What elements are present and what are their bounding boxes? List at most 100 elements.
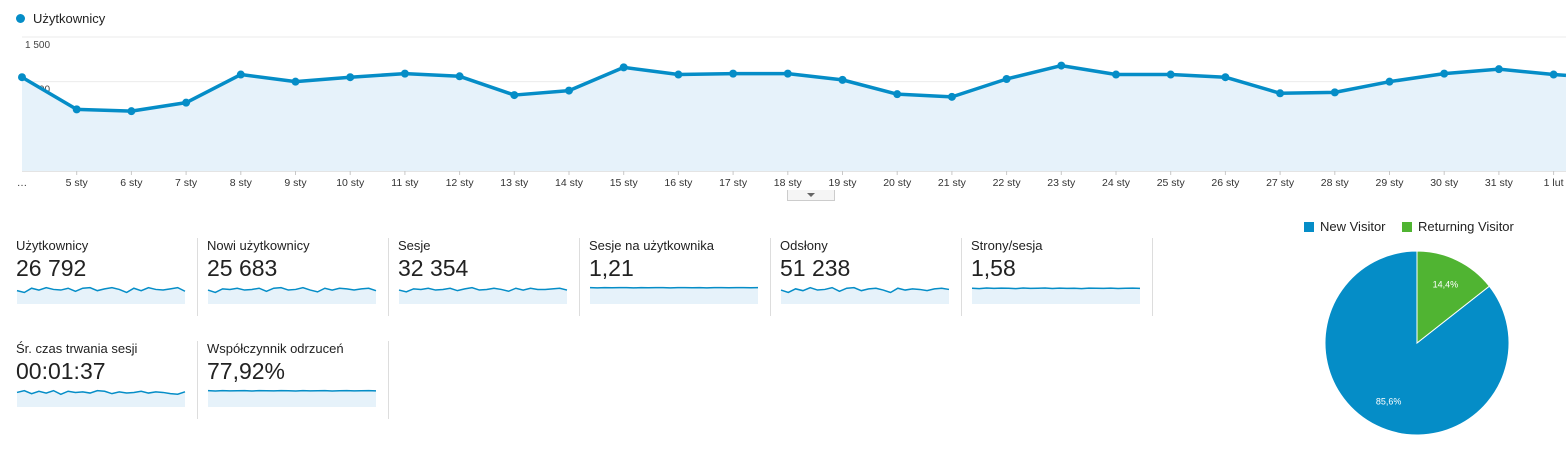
x-tick-label: 12 sty bbox=[446, 177, 475, 189]
data-point bbox=[1002, 74, 1011, 83]
data-point bbox=[291, 77, 300, 86]
metric-divider bbox=[388, 238, 389, 316]
metric-tile[interactable]: Współczynnik odrzuceń 77,92% bbox=[207, 341, 397, 419]
data-point bbox=[182, 98, 191, 107]
metric-tile[interactable]: Sesje na użytkownika 1,21 bbox=[589, 238, 779, 316]
x-tick-label: 6 sty bbox=[120, 177, 143, 189]
metric-divider bbox=[197, 341, 198, 419]
metric-divider bbox=[961, 238, 962, 316]
metric-divider bbox=[770, 238, 771, 316]
data-point bbox=[947, 92, 956, 101]
x-tick-label: 16 sty bbox=[664, 177, 693, 189]
data-point bbox=[893, 90, 902, 99]
data-point bbox=[674, 70, 683, 79]
pie-legend-label: Returning Visitor bbox=[1418, 219, 1514, 234]
x-tick-label: 17 sty bbox=[719, 177, 748, 189]
pie-legend-returning-visitor[interactable]: Returning Visitor bbox=[1402, 219, 1514, 234]
data-point bbox=[1549, 70, 1558, 79]
sparkline-line bbox=[971, 287, 1141, 290]
metric-divider bbox=[579, 238, 580, 316]
x-tick-label: 14 sty bbox=[555, 177, 584, 189]
metric-sparkline bbox=[780, 286, 950, 304]
metric-sparkline bbox=[398, 286, 568, 304]
data-point bbox=[1440, 69, 1449, 78]
metric-sparkline bbox=[589, 286, 759, 304]
chart-legend[interactable]: Użytkownicy bbox=[16, 11, 105, 26]
pie-slice-label: 85,6% bbox=[1376, 396, 1402, 406]
x-tick-label: 10 sty bbox=[336, 177, 365, 189]
metric-sparkline bbox=[16, 286, 186, 304]
x-tick-label: 27 sty bbox=[1266, 177, 1295, 189]
sparkline-area bbox=[208, 287, 376, 304]
metric-label: Odsłony bbox=[780, 238, 828, 253]
data-point bbox=[72, 105, 81, 114]
x-tick-label: 1 lut bbox=[1544, 177, 1564, 189]
x-tick-label: 31 sty bbox=[1485, 177, 1514, 189]
metric-tile[interactable]: Śr. czas trwania sesji 00:01:37 bbox=[16, 341, 206, 419]
metric-divider bbox=[388, 341, 389, 419]
data-point bbox=[1166, 70, 1175, 79]
data-point bbox=[18, 73, 26, 82]
metric-label: Strony/sesja bbox=[971, 238, 1043, 253]
metric-label: Śr. czas trwania sesji bbox=[16, 341, 138, 356]
x-tick-label: 20 sty bbox=[883, 177, 912, 189]
x-tick-label: 8 sty bbox=[230, 177, 253, 189]
chevron-down-icon bbox=[807, 193, 815, 197]
x-tick-label: 29 sty bbox=[1375, 177, 1404, 189]
legend-swatch-icon bbox=[1402, 221, 1412, 232]
data-point bbox=[1330, 88, 1339, 97]
legend-label: Użytkownicy bbox=[33, 11, 106, 26]
metric-tile[interactable]: Strony/sesja 1,58 bbox=[971, 238, 1161, 316]
legend-swatch-icon bbox=[1304, 221, 1314, 232]
pie-legend-new-visitor[interactable]: New Visitor bbox=[1304, 219, 1386, 234]
x-tick-label: 7 sty bbox=[175, 177, 198, 189]
x-tick-label: 22 sty bbox=[993, 177, 1022, 189]
x-tick-label: 26 sty bbox=[1211, 177, 1240, 189]
metric-value: 1,58 bbox=[971, 255, 1016, 281]
data-point bbox=[783, 69, 792, 78]
sparkline-area bbox=[208, 390, 376, 407]
visitor-type-pie-chart[interactable]: 85,6% 14,4% bbox=[1322, 250, 1512, 440]
chart-collapse-toggle[interactable] bbox=[787, 190, 835, 201]
x-tick-label: 24 sty bbox=[1102, 177, 1131, 189]
series-line bbox=[21, 63, 1566, 113]
data-point bbox=[1276, 89, 1285, 98]
metric-value: 32 354 bbox=[398, 255, 469, 281]
x-tick-label: 28 sty bbox=[1321, 177, 1350, 189]
x-tick-label: 5 sty bbox=[66, 177, 89, 189]
data-point bbox=[510, 91, 519, 100]
sparkline-line bbox=[16, 286, 186, 294]
metric-tile[interactable]: Sesje 32 354 bbox=[398, 238, 588, 316]
sparkline-area bbox=[17, 390, 185, 407]
x-tick-label: … bbox=[17, 177, 28, 189]
data-point bbox=[1112, 70, 1120, 79]
sparkline-area bbox=[399, 287, 567, 304]
data-point bbox=[346, 73, 355, 82]
data-point bbox=[455, 72, 464, 81]
x-tick-label: 21 sty bbox=[938, 177, 967, 189]
metric-sparkline bbox=[207, 389, 377, 407]
y-tick-label: 1 500 bbox=[25, 40, 50, 51]
data-point bbox=[619, 63, 628, 72]
x-tick-label: 25 sty bbox=[1157, 177, 1186, 189]
data-point bbox=[1385, 77, 1394, 86]
metric-value: 00:01:37 bbox=[16, 358, 106, 384]
sparkline-area bbox=[972, 287, 1140, 304]
metric-label: Sesje bbox=[398, 238, 431, 253]
data-point bbox=[400, 69, 409, 78]
metric-value: 51 238 bbox=[780, 255, 851, 281]
metric-tile[interactable]: Odsłony 51 238 bbox=[780, 238, 970, 316]
pie-slice-returning-visitor bbox=[1416, 250, 1491, 345]
metric-divider bbox=[197, 238, 198, 316]
x-tick-label: 9 sty bbox=[284, 177, 307, 189]
x-tick-label: 15 sty bbox=[610, 177, 639, 189]
x-tick-label: 13 sty bbox=[500, 177, 529, 189]
data-point bbox=[1057, 61, 1066, 70]
data-point bbox=[1221, 73, 1230, 82]
metric-label: Użytkownicy bbox=[16, 238, 89, 253]
metric-tile[interactable]: Nowi użytkownicy 25 683 bbox=[207, 238, 397, 316]
metric-tile[interactable]: Użytkownicy 26 792 bbox=[16, 238, 206, 316]
data-point bbox=[1494, 65, 1503, 74]
series-dot-icon bbox=[16, 14, 25, 23]
